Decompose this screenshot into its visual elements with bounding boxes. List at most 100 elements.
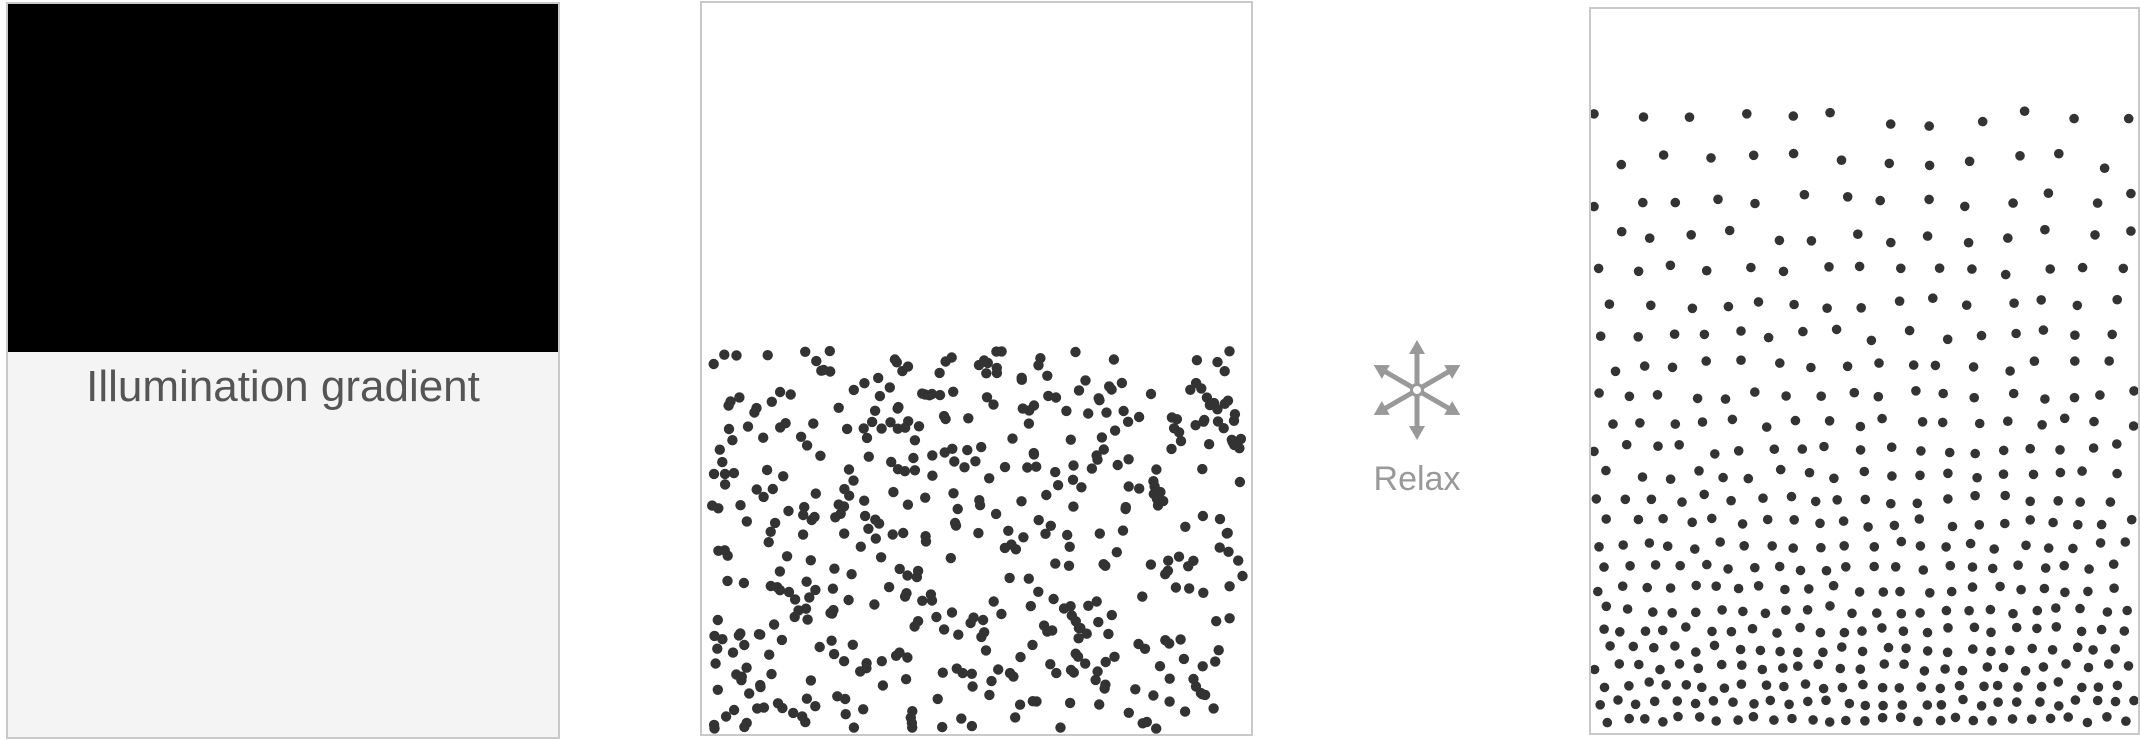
random-point	[848, 722, 860, 733]
relaxed-point	[1707, 626, 1717, 637]
random-point	[1052, 480, 1064, 491]
relaxed-point	[1637, 472, 1648, 482]
random-point	[1164, 696, 1175, 707]
relaxed-point	[2059, 560, 2069, 571]
random-point	[947, 443, 958, 454]
relaxed-point	[1860, 494, 1871, 505]
random-point	[1083, 408, 1094, 419]
random-point	[828, 648, 840, 660]
relaxed-point	[1624, 681, 1634, 691]
random-point	[848, 475, 859, 486]
random-point	[801, 576, 812, 587]
random-point	[1094, 699, 1105, 710]
random-point	[1211, 616, 1222, 627]
random-point	[714, 444, 725, 455]
relaxed-point	[1595, 331, 1606, 342]
relaxed-point	[1911, 386, 1921, 396]
relaxed-point	[1713, 194, 1723, 205]
random-point	[751, 484, 762, 495]
relaxed-point	[1694, 712, 1705, 722]
relaxed-point	[1842, 192, 1853, 202]
relaxed-point	[1665, 260, 1676, 271]
relaxed-point	[1995, 581, 2005, 592]
random-point	[728, 704, 740, 716]
random-point	[952, 503, 963, 515]
relaxed-point	[2072, 300, 2083, 311]
random-point	[899, 466, 911, 477]
relaxed-point	[2070, 356, 2080, 366]
relaxed-point	[2032, 623, 2042, 634]
relaxed-point	[1839, 541, 1849, 551]
relaxed-point	[1924, 160, 1935, 171]
random-point	[805, 555, 816, 566]
relaxed-point	[2073, 519, 2083, 530]
relaxed-point	[1707, 513, 1717, 524]
relaxed-point	[1701, 356, 1711, 366]
relaxed-point	[1938, 388, 1948, 399]
random-point	[772, 698, 784, 709]
relaxed-point	[1605, 641, 1615, 651]
relaxed-point	[1595, 700, 1605, 710]
random-point	[1117, 525, 1129, 536]
relaxed-point	[1634, 659, 1644, 670]
relaxed-point	[1628, 641, 1639, 652]
random-point	[1190, 420, 1201, 431]
relaxed-point	[1816, 542, 1826, 553]
random-point	[902, 570, 913, 581]
relaxed-point	[1710, 449, 1720, 459]
relaxed-point	[2025, 515, 2035, 525]
relaxed-point	[1821, 565, 1832, 576]
random-point	[1014, 699, 1026, 710]
random-point	[906, 717, 918, 729]
random-point	[993, 664, 1004, 675]
random-point	[762, 350, 773, 361]
relaxed-point	[1677, 497, 1687, 507]
relaxed-point	[1922, 231, 1933, 241]
random-point	[1123, 707, 1134, 718]
relaxed-point	[1873, 391, 1884, 402]
random-point	[1123, 481, 1134, 492]
random-point	[841, 423, 853, 435]
relaxed-point	[1878, 700, 1888, 711]
relaxed-point	[2075, 497, 2085, 507]
relaxed-point	[1655, 664, 1665, 675]
random-point	[769, 517, 781, 529]
relaxed-point	[1733, 446, 1744, 456]
random-point	[909, 435, 921, 446]
random-point	[863, 523, 874, 534]
relaxed-point	[2112, 294, 2122, 305]
random-point	[1214, 542, 1225, 553]
random-point	[1092, 454, 1103, 465]
relaxed-point	[2090, 230, 2100, 240]
relaxed-point	[2123, 661, 2134, 671]
relaxed-point	[1918, 565, 1929, 575]
random-point	[1198, 587, 1209, 598]
relaxed-point	[1709, 640, 1720, 651]
random-point	[888, 486, 899, 498]
random-point	[1016, 496, 1027, 507]
relaxed-point	[2045, 713, 2056, 724]
random-point	[1197, 689, 1208, 700]
random-point	[848, 384, 859, 396]
random-point	[976, 441, 987, 453]
relaxed-point	[1711, 716, 1721, 726]
relaxed-point	[2088, 443, 2099, 453]
relaxed-point	[2054, 701, 2064, 711]
random-point	[1137, 591, 1148, 602]
relaxed-point	[1761, 422, 1772, 432]
relaxed-point	[1974, 418, 1985, 429]
random-point	[761, 464, 773, 476]
random-point	[909, 621, 920, 632]
relaxed-point	[2016, 584, 2026, 595]
random-point	[723, 400, 734, 411]
random-point	[727, 435, 738, 446]
random-point	[1096, 432, 1108, 443]
random-point	[1233, 555, 1244, 566]
random-point	[1067, 474, 1079, 485]
relaxed-point	[1945, 560, 1956, 571]
relaxed-point	[1639, 361, 1650, 371]
random-point	[1080, 375, 1091, 386]
random-point	[749, 407, 760, 418]
random-point	[1003, 525, 1014, 536]
random-point	[1148, 476, 1159, 487]
